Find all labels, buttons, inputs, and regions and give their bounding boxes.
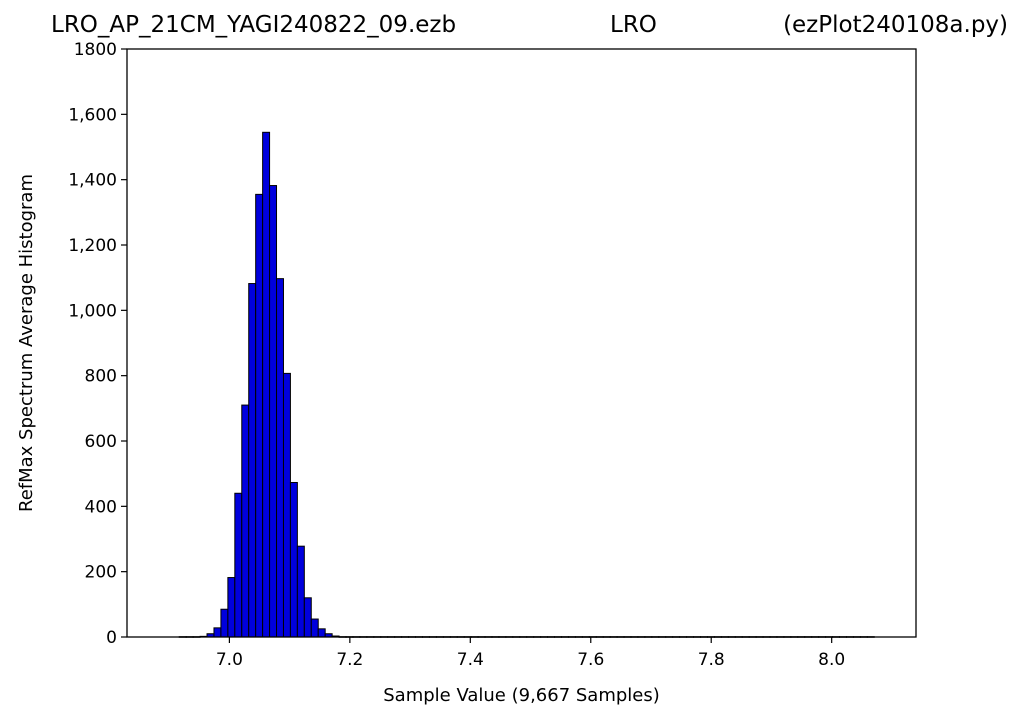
x-tick-label: 7.0: [216, 650, 243, 670]
histogram-bar: [289, 481, 298, 638]
histogram-bar: [220, 608, 229, 638]
histogram-bar: [227, 577, 236, 638]
y-axis-label: RefMax Spectrum Average Histogram: [16, 174, 37, 512]
histogram-bar: [303, 597, 312, 638]
histogram-bar: [317, 628, 326, 638]
y-tick-label: 1,200: [68, 236, 117, 256]
histogram-bar: [282, 372, 291, 638]
histogram-bar: [255, 193, 264, 638]
x-axis-label: Sample Value (9,667 Samples): [383, 685, 660, 706]
histogram-bar: [269, 185, 278, 638]
y-tick-label: 1,000: [68, 301, 117, 321]
y-tick-label: 1,400: [68, 171, 117, 191]
x-tick-label: 7.2: [336, 650, 363, 670]
histogram-bar: [296, 545, 305, 638]
y-tick-label: 1,600: [68, 105, 117, 125]
y-tick-label: 1800: [74, 40, 117, 60]
y-tick-label: 400: [85, 497, 117, 517]
y-tick-label: 600: [85, 432, 117, 452]
histogram-bar: [276, 278, 284, 638]
histogram-bar: [262, 131, 271, 638]
histogram-bar: [234, 492, 243, 638]
chart-title-file: LRO_AP_21CM_YAGI240822_09.ezb: [51, 12, 457, 38]
y-tick-label: 0: [106, 628, 117, 648]
x-tick-label: 7.6: [577, 650, 604, 670]
plot-frame: [126, 48, 917, 638]
histogram-bar: [213, 627, 222, 638]
histogram-bar: [310, 618, 319, 638]
x-tick-label: 7.4: [457, 650, 484, 670]
x-axis-ticks: 7.0 7.2 7.4 7.6 7.8 8.0: [216, 637, 845, 670]
chart-title-site: LRO: [610, 12, 657, 38]
x-tick-label: 8.0: [818, 650, 845, 670]
y-tick-label: 800: [85, 367, 117, 387]
x-tick-label: 7.8: [698, 650, 725, 670]
y-tick-label: 200: [85, 563, 117, 583]
histogram-bar: [248, 283, 257, 638]
histogram-bar: [241, 404, 250, 638]
chart-title-script: (ezPlot240108a.py): [783, 12, 1008, 38]
y-axis-ticks: 0 200 400 600 800 1,000 1,200 1,400 1,600 1800: [68, 40, 127, 648]
histogram-bars: [178, 131, 875, 638]
